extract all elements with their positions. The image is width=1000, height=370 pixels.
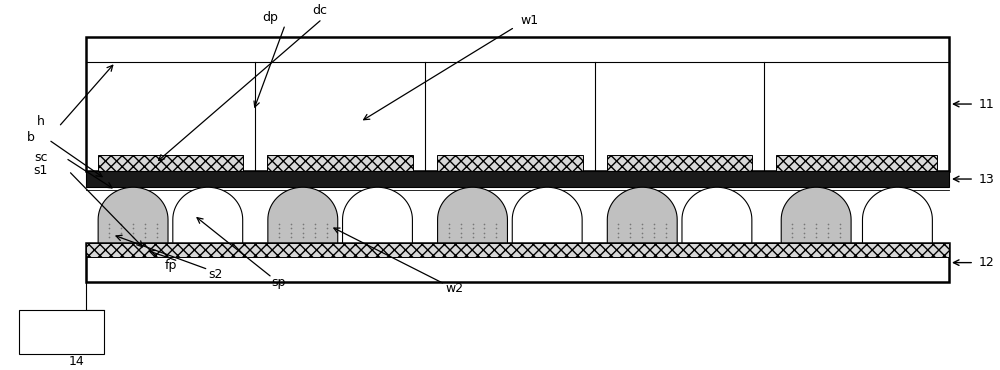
Text: 14: 14 [68,355,84,368]
Text: s2: s2 [208,268,223,281]
Text: sc: sc [34,151,47,165]
Polygon shape [343,187,412,243]
Text: 12: 12 [979,256,995,269]
Text: 11: 11 [979,98,995,111]
Polygon shape [607,187,677,243]
Bar [86,243,949,282]
Bar [607,155,752,171]
Text: h: h [37,115,45,128]
Text: w2: w2 [446,282,464,296]
Polygon shape [98,187,168,243]
Bar [98,155,243,171]
Polygon shape [781,187,851,243]
Text: w1: w1 [521,14,539,27]
Polygon shape [512,187,582,243]
Text: dp: dp [262,11,278,24]
Text: 13: 13 [979,172,995,185]
Text: sp: sp [271,276,285,289]
Text: dc: dc [313,4,328,17]
Polygon shape [268,187,338,243]
Text: fp: fp [164,259,177,272]
Polygon shape [862,187,932,243]
Bar [267,155,413,171]
Bar [86,243,949,257]
Bar [86,37,949,171]
Bar [437,155,583,171]
Polygon shape [173,187,243,243]
Bar [19,310,104,354]
Polygon shape [438,187,507,243]
Bar [776,155,937,171]
Text: b: b [27,131,35,144]
Bar [86,171,949,187]
Polygon shape [682,187,752,243]
Text: s1: s1 [33,164,48,177]
